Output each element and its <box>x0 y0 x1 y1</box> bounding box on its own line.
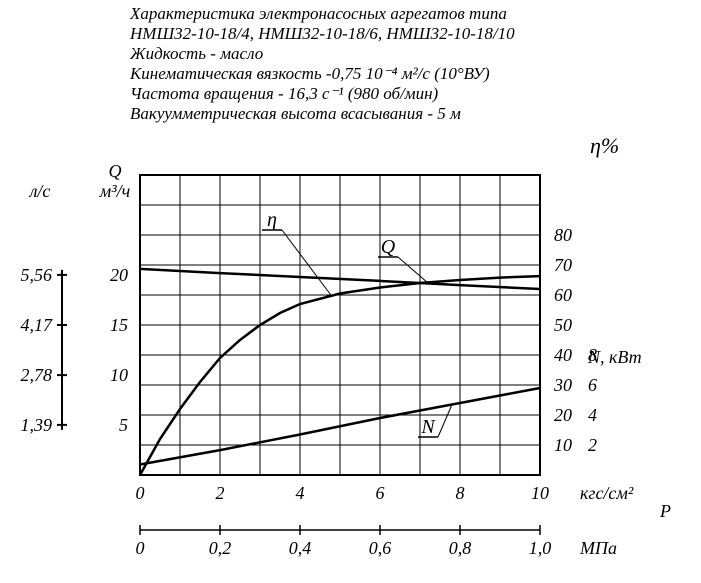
yeta-tick-label: 10 <box>554 435 572 455</box>
yeta-tick-label: 50 <box>554 315 572 335</box>
yQ-tick-label: 20 <box>110 265 128 285</box>
x2-tick-label: 0,2 <box>209 538 232 558</box>
x1-tick-label: 6 <box>376 483 385 503</box>
curve-label-Q: Q <box>381 236 396 258</box>
yeta-tick-label: 40 <box>554 345 572 365</box>
x1-tick-label: 8 <box>456 483 465 503</box>
yls-tick-label: 5,56 <box>21 265 53 285</box>
x1-tick-label: 4 <box>296 483 305 503</box>
x2-tick-label: 0 <box>136 538 145 558</box>
x1-unit: кгс/см² <box>580 483 634 503</box>
yQ-tick-label: 10 <box>110 365 128 385</box>
yN-tick-label: 2 <box>588 435 597 455</box>
yN-tick-label: 6 <box>588 375 597 395</box>
yeta-name: η% <box>590 133 619 158</box>
curve-label-eta: η <box>267 209 277 231</box>
yQ-tick-label: 5 <box>119 415 128 435</box>
curve-leader-N <box>438 405 452 438</box>
x2-tick-label: 0,8 <box>449 538 472 558</box>
yeta-tick-label: 70 <box>554 255 572 275</box>
yN-tick-label: 8 <box>588 345 597 365</box>
yls-tick-label: 1,39 <box>21 415 53 435</box>
yQ-tick-label: 15 <box>110 315 128 335</box>
yN-tick-label: 4 <box>588 405 597 425</box>
x2-tick-label: 0,4 <box>289 538 312 558</box>
curve-label-N: N <box>420 416 436 438</box>
yeta-tick-label: 20 <box>554 405 572 425</box>
x2-unit: МПа <box>579 538 617 558</box>
x1-tick-label: 2 <box>216 483 225 503</box>
yQ-unit: м³/ч <box>99 181 130 201</box>
x1-tick-label: 0 <box>136 483 145 503</box>
yls-tick-label: 2,78 <box>21 365 53 385</box>
x-name-P: P <box>659 501 671 521</box>
yls-unit: л/с <box>29 181 51 201</box>
curve-leader-Q <box>398 257 428 283</box>
x2-tick-label: 0,6 <box>369 538 392 558</box>
yQ-name: Q <box>109 161 122 181</box>
pump-chart: 0 2 4 6 8 10 кгс/см² P 0 0,2 0,4 0,6 0,8 1,0 МПа Qм³/ч 5… <box>0 0 701 583</box>
x2-tick-label: 1,0 <box>529 538 552 558</box>
yeta-tick-label: 30 <box>553 375 572 395</box>
curve-leader-eta <box>282 230 332 297</box>
yls-tick-label: 4,17 <box>21 315 54 335</box>
yeta-tick-label: 60 <box>554 285 572 305</box>
x1-tick-label: 10 <box>531 483 549 503</box>
yeta-tick-label: 80 <box>554 225 572 245</box>
